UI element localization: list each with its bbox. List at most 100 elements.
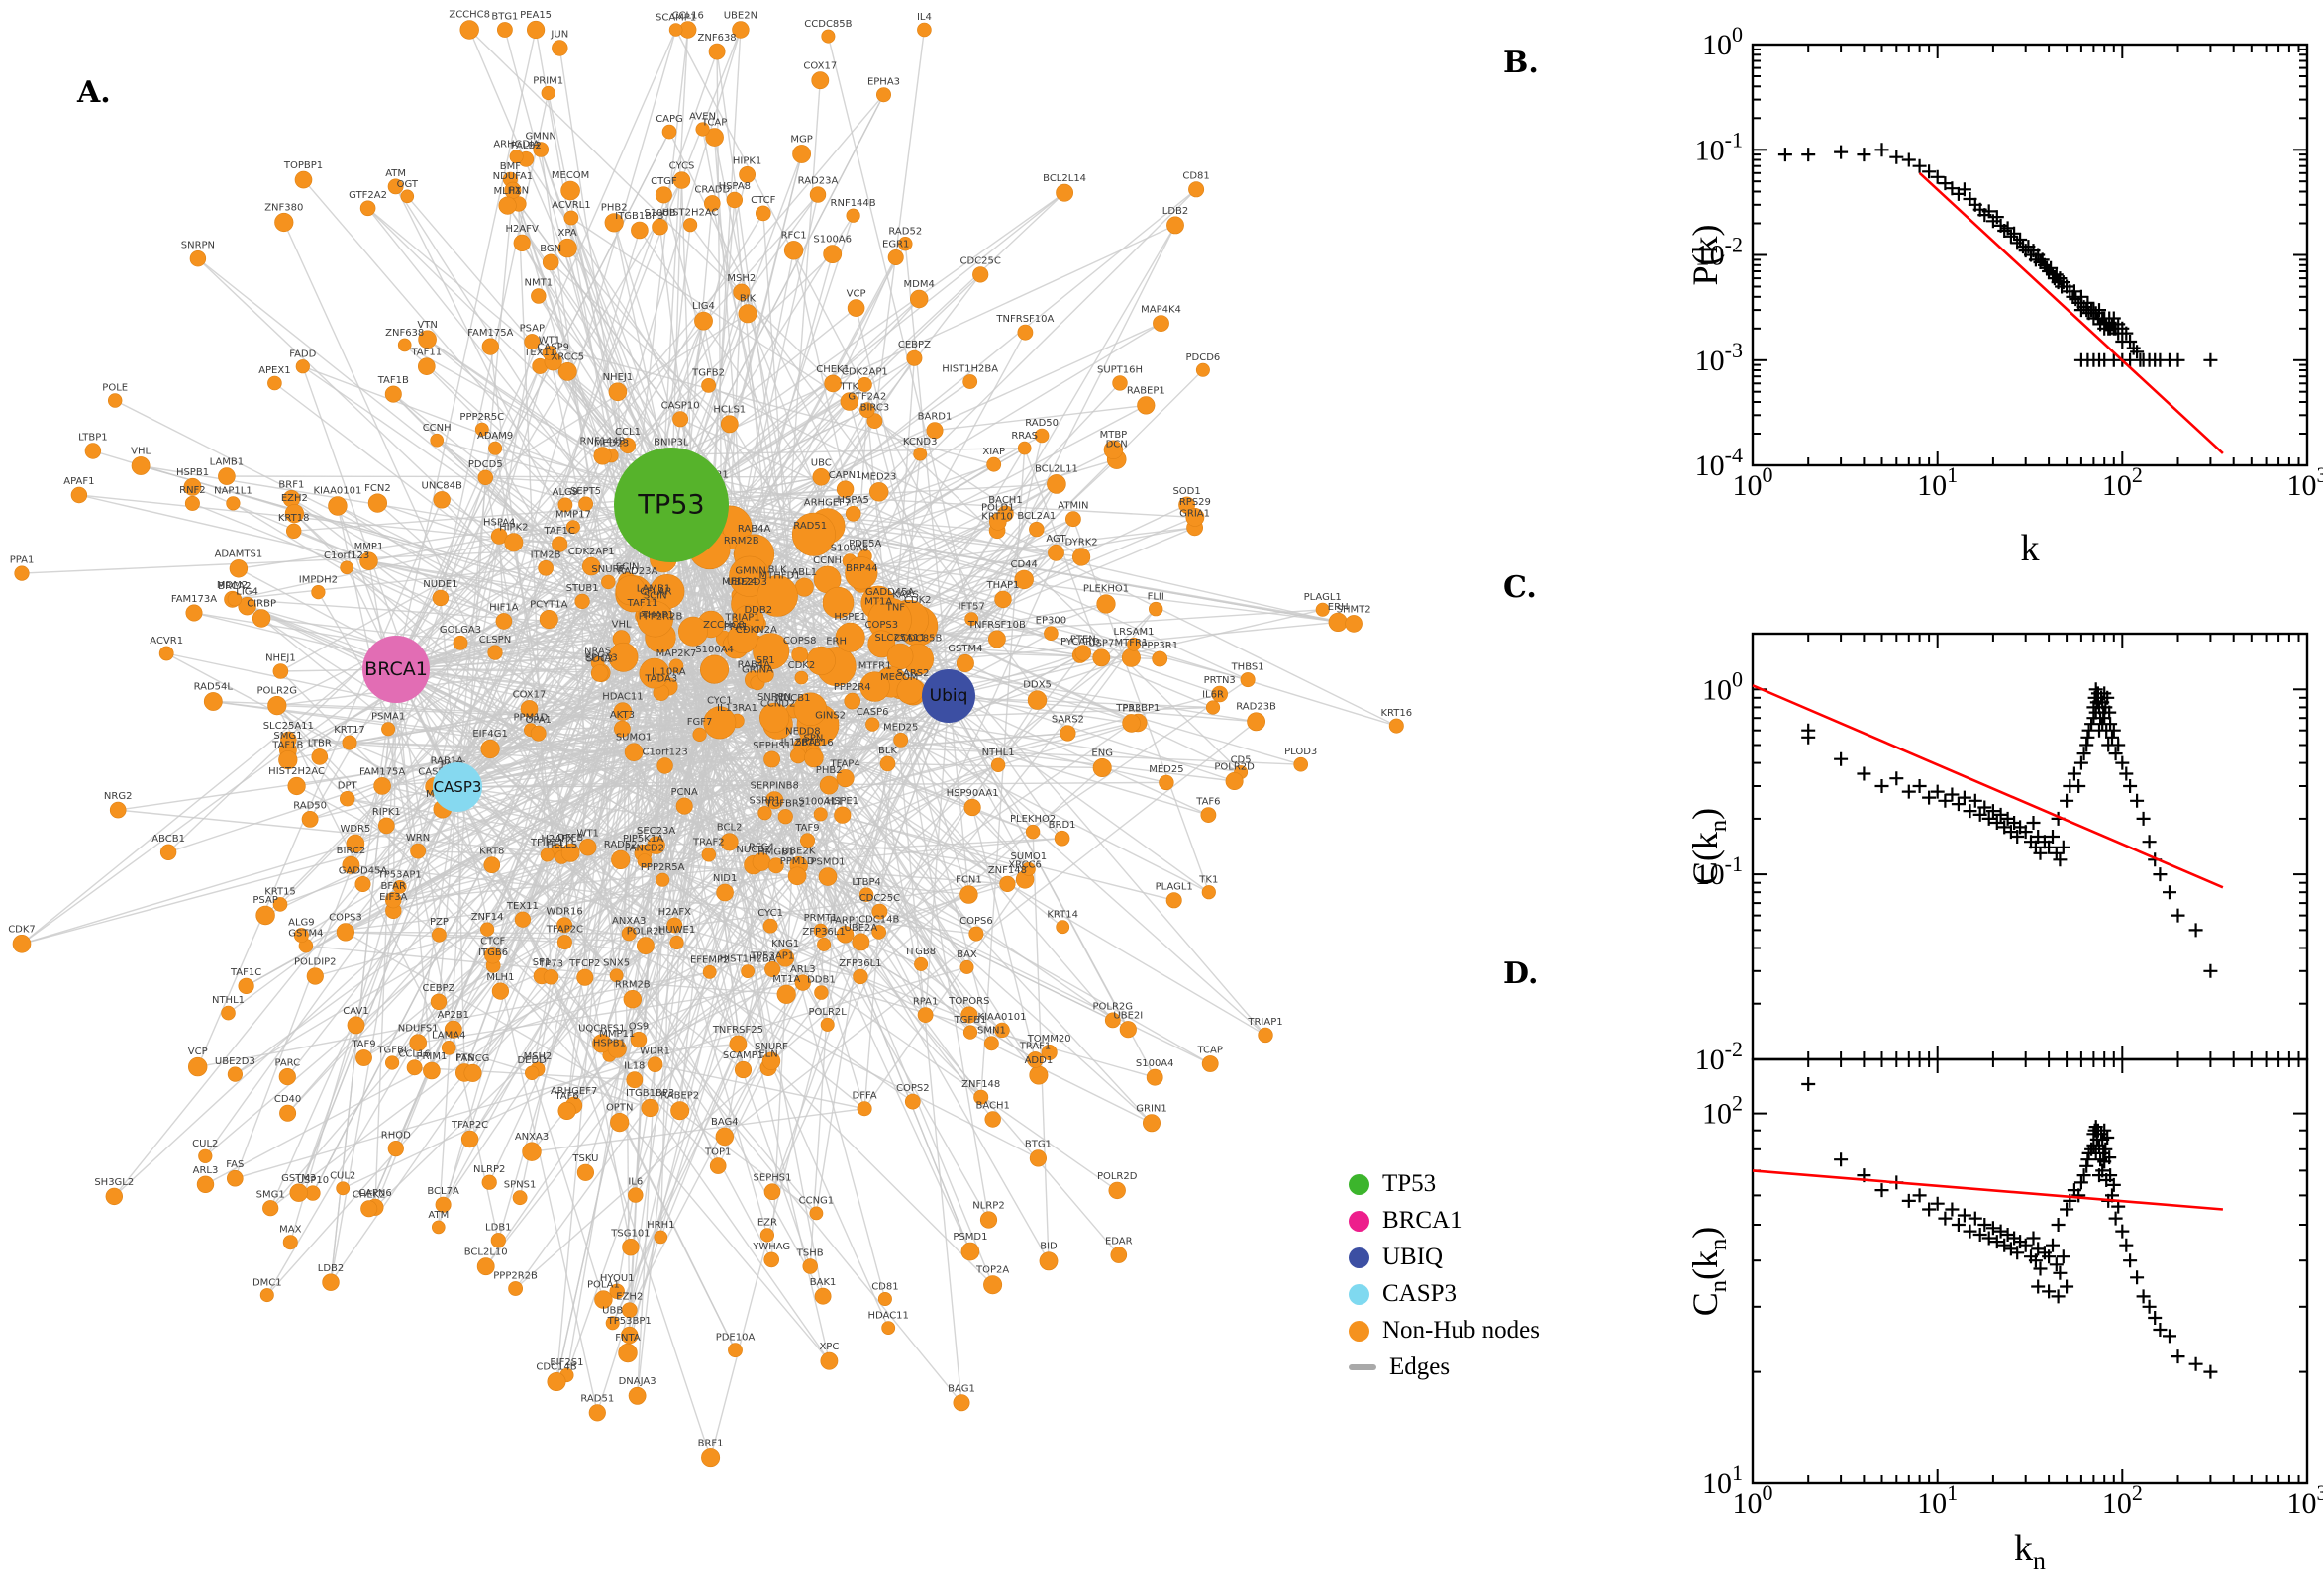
svg-text:WDR5: WDR5 [340,824,370,835]
svg-text:LAMB1: LAMB1 [210,457,245,468]
svg-text:KNG1: KNG1 [771,939,799,949]
svg-text:FANCG: FANCG [456,1053,490,1064]
svg-text:GMNN: GMNN [526,132,556,143]
svg-text:CDK2AP1: CDK2AP1 [568,547,615,557]
svg-text:UBE2D3: UBE2D3 [727,577,767,588]
svg-text:HIST2H2AC: HIST2H2AC [268,766,325,777]
svg-text:HYOU1: HYOU1 [600,1273,635,1284]
svg-text:LAMB1: LAMB1 [637,584,671,595]
svg-text:FGF7: FGF7 [687,717,713,728]
svg-text:SERPINB8: SERPINB8 [751,781,799,792]
svg-text:SDC2: SDC2 [586,654,613,665]
svg-text:TNF: TNF [885,603,906,614]
svg-text:PSMA1: PSMA1 [371,712,405,723]
svg-text:EZR: EZR [758,1218,777,1229]
svg-text:CRADD: CRADD [694,184,730,195]
svg-text:GINS2: GINS2 [815,711,846,722]
svg-text:MED24: MED24 [722,577,757,588]
svg-text:BAX: BAX [957,949,977,960]
svg-text:AKT3: AKT3 [610,710,635,721]
svg-text:BRF1: BRF1 [278,479,304,490]
svg-text:PLEKHO2: PLEKHO2 [1010,814,1056,825]
svg-text:HIST2H2AC: HIST2H2AC [662,207,719,218]
svg-text:NMT1: NMT1 [525,278,554,289]
svg-text:MAP2K7: MAP2K7 [656,648,697,659]
svg-text:ZFP36L1: ZFP36L1 [802,927,845,938]
svg-text:SUMO1: SUMO1 [616,733,653,744]
svg-text:BGN: BGN [540,244,561,254]
svg-text:NHEJ1: NHEJ1 [603,372,634,383]
svg-text:BLK: BLK [878,746,897,756]
svg-text:JUN: JUN [550,30,568,41]
svg-text:OGT: OGT [397,179,419,190]
svg-text:PSMD1: PSMD1 [810,857,845,868]
svg-text:MECOM: MECOM [880,672,918,683]
svg-text:COPS2: COPS2 [896,1083,930,1094]
svg-text:PARC: PARC [274,1057,300,1068]
svg-text:HSPB1: HSPB1 [593,1038,626,1048]
svg-text:MECOM: MECOM [552,170,589,181]
svg-text:CASP10: CASP10 [661,401,700,412]
svg-text:OS9: OS9 [629,1021,650,1032]
legend-item-ubiq: UBIQ [1349,1244,1540,1271]
svg-text:KRT16: KRT16 [1380,708,1412,719]
svg-text:UQCRFS1: UQCRFS1 [578,1024,625,1035]
svg-text:KARS: KARS [892,589,919,600]
svg-text:PEA15: PEA15 [520,10,552,21]
legend-label: BRCA1 [1382,1207,1463,1234]
svg-text:PCYT1A: PCYT1A [530,599,567,610]
svg-text:HIPK2: HIPK2 [499,523,528,534]
svg-text:ADAMTS1: ADAMTS1 [215,549,263,559]
svg-text:MMP17: MMP17 [556,510,591,521]
svg-text:100: 100 [1702,666,1743,706]
svg-text:GSTM3: GSTM3 [281,1173,316,1184]
svg-text:APAF1: APAF1 [63,476,94,487]
svg-text:CTCF: CTCF [480,937,505,948]
svg-text:BFAR: BFAR [380,881,406,892]
svg-text:RAB4A: RAB4A [738,660,771,671]
svg-text:PALB2: PALB2 [511,141,542,151]
svg-text:POLR2L: POLR2L [627,927,665,938]
svg-text:100: 100 [1702,22,1743,61]
svg-text:POLD1: POLD1 [981,502,1015,513]
svg-text:CDKN2A: CDKN2A [736,625,777,636]
svg-text:PPP2R4: PPP2R4 [834,682,871,693]
svg-text:TSG101: TSG101 [610,1228,650,1239]
svg-text:HDAC11: HDAC11 [602,692,643,703]
svg-text:USP7: USP7 [1088,639,1114,649]
svg-text:UBC: UBC [811,457,832,468]
svg-text:RABEP2: RABEP2 [660,1091,699,1102]
svg-text:TOPORS: TOPORS [948,996,989,1007]
svg-text:HCLS1: HCLS1 [713,405,746,416]
svg-text:POLR2G: POLR2G [1093,1002,1134,1013]
svg-text:DDB1: DDB1 [807,975,836,986]
svg-text:TAF1B: TAF1B [271,740,303,750]
chart-D-points [1801,1077,2218,1379]
svg-text:CD81: CD81 [1182,171,1209,182]
svg-text:RHOD: RHOD [381,1130,411,1141]
svg-text:HSPB1: HSPB1 [176,467,209,478]
svg-text:PDCD6: PDCD6 [1186,352,1221,363]
svg-text:ZNF14: ZNF14 [471,912,504,923]
svg-text:SNX5: SNX5 [603,958,630,969]
svg-text:CCL1: CCL1 [615,427,641,438]
svg-text:EIF4G1: EIF4G1 [472,729,508,740]
svg-text:RNF144B: RNF144B [831,198,876,209]
svg-text:BCL2: BCL2 [717,823,743,834]
svg-text:TGFB1: TGFB1 [954,1015,987,1026]
svg-text:ELN: ELN [758,1048,777,1059]
svg-text:SEPT5: SEPT5 [570,486,601,497]
svg-text:IL10RA: IL10RA [652,667,686,678]
svg-text:CDK2: CDK2 [904,595,932,606]
svg-text:CASP6: CASP6 [857,707,889,718]
svg-text:ERH: ERH [1328,602,1349,613]
svg-text:FANCD2: FANCD2 [625,844,664,854]
svg-text:MSH2: MSH2 [727,273,756,284]
svg-text:TAF11: TAF11 [627,598,658,609]
svg-text:CCNG1: CCNG1 [799,1196,835,1207]
svg-text:ADD1: ADD1 [1025,1055,1054,1066]
svg-text:NTHL1: NTHL1 [212,995,245,1006]
svg-text:PHB2: PHB2 [601,203,628,214]
svg-text:ITM2B: ITM2B [531,549,561,560]
